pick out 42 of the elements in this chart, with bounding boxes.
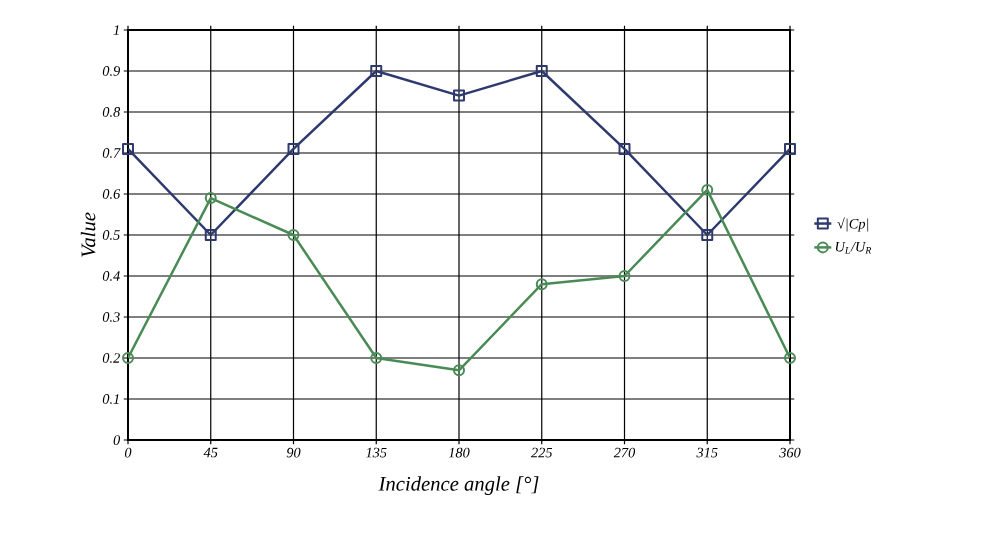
x-tick-label: 360	[779, 447, 801, 458]
point	[453, 364, 465, 377]
y-tick-label: 1	[113, 25, 119, 35]
y-tick-label: 0.6	[102, 189, 121, 199]
point	[204, 192, 217, 205]
point	[287, 142, 300, 155]
point	[453, 89, 465, 102]
point	[122, 142, 134, 155]
x-tick-label: 135	[366, 447, 387, 458]
point	[370, 65, 383, 77]
point	[784, 142, 796, 155]
x-tick-label: 270	[613, 447, 636, 458]
x-tick-label: 0	[124, 447, 132, 458]
y-tick-label: 0.5	[102, 230, 120, 240]
point	[287, 229, 300, 241]
x-tick-label: 315	[696, 447, 718, 458]
x-tick-label: 180	[448, 447, 470, 458]
x-tick-label: 90	[286, 447, 301, 458]
point	[618, 270, 631, 282]
point	[535, 65, 548, 77]
point	[122, 352, 134, 364]
x-tick-label: 225	[530, 447, 553, 458]
y-tick-label: 0.1	[102, 394, 119, 404]
point	[204, 229, 217, 241]
point	[370, 352, 383, 364]
point	[535, 278, 548, 291]
y-tick-label: 0	[113, 435, 121, 445]
point	[784, 352, 796, 364]
y-axis-title: Value	[80, 212, 96, 257]
point	[701, 183, 714, 196]
point	[618, 142, 631, 155]
x-tick-label: 45	[203, 447, 218, 458]
legend-label: U$_{L}$/U$_{R}$	[835, 241, 872, 254]
y-tick-label: 0.2	[102, 353, 120, 363]
point	[701, 229, 714, 241]
y-tick-label: 0.7	[102, 148, 121, 158]
y-tick-label: 0.8	[102, 107, 121, 117]
y-tick-label: 0.3	[102, 312, 120, 322]
y-tick-label: 0.9	[102, 66, 120, 76]
y-tick-label: 0.4	[102, 271, 120, 281]
x-axis-title: Incidence angle [°]	[378, 476, 539, 495]
legend-label: √|Cp|	[837, 217, 869, 232]
